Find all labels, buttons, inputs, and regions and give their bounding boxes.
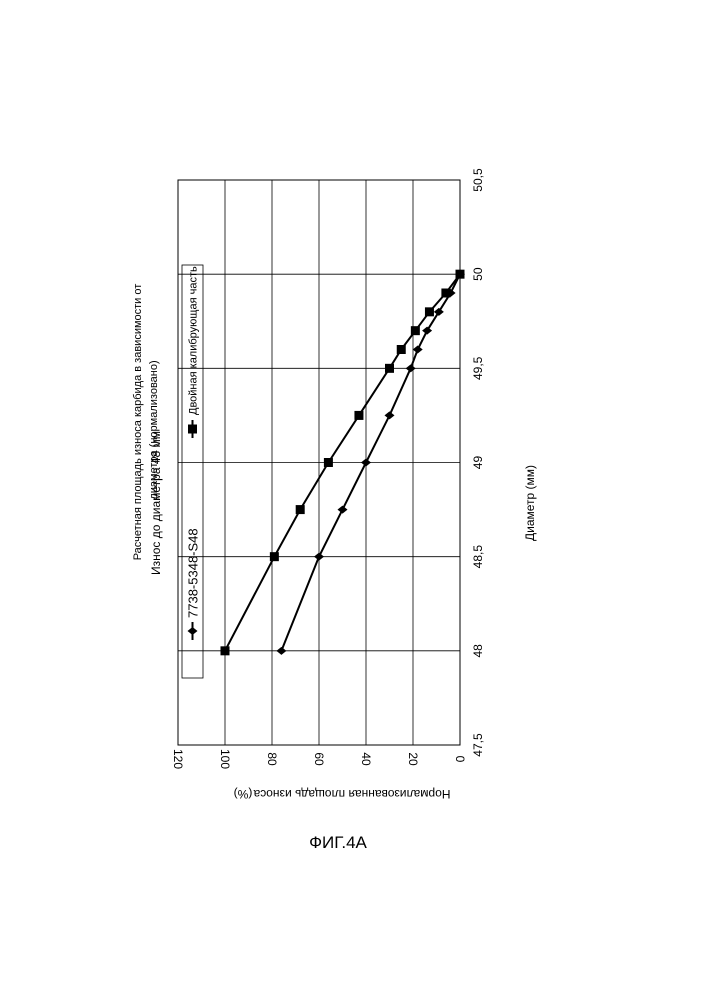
y-tick-label: 0: [453, 756, 467, 763]
series-2-point: [324, 458, 333, 467]
x-tick-label: 48,5: [471, 545, 485, 569]
series-1-point: [314, 553, 324, 561]
series-2-point: [397, 345, 406, 354]
y-tick-label: 20: [406, 752, 420, 766]
series-1-point: [422, 327, 432, 335]
series-2-point: [456, 270, 465, 279]
x-tick-label: 50: [471, 267, 485, 281]
series-1-point: [276, 647, 286, 655]
legend-label-series-2: Двойная калибрующая часть: [188, 266, 200, 415]
legend: 7738-5348-S48 Двойная калибрующая часть: [182, 265, 203, 678]
y-axis-label: Нормализованная площадь износа: [253, 787, 450, 801]
series-1-point: [434, 308, 444, 316]
series-2-point: [411, 326, 420, 335]
series-2-point: [221, 646, 230, 655]
series-1-point: [338, 506, 348, 514]
series-1-point: [385, 411, 395, 419]
rotated-chart: 47,5 48 48,5 49 49,5 50 50,5 0 20 40 60 80 100 120 Ра…: [132, 168, 537, 769]
series-1-point: [406, 364, 416, 372]
tick-labels: 47,5 48 48,5 49 49,5 50 50,5 0 20 40 60 80 100 120: [171, 168, 485, 769]
series-2-point: [425, 307, 434, 316]
plot-area: [178, 180, 460, 745]
y-tick-label: 80: [265, 752, 279, 766]
x-tick-label: 50,5: [471, 168, 485, 192]
figure-caption: ФИГ.4А: [309, 833, 367, 852]
x-tick-label: 47,5: [471, 733, 485, 757]
series-1-point: [413, 346, 423, 354]
series-1-point: [361, 459, 371, 467]
legend-label-series-1: 7738-5348-S48: [186, 528, 201, 618]
series-2-point: [270, 552, 279, 561]
y-axis-unit: (%): [234, 787, 253, 801]
y-axis-label-group: Нормализованная площадь износа (%): [234, 787, 451, 801]
series-2-point: [385, 364, 394, 373]
chart-title-line1: Расчетная площадь износа карбида в завис…: [132, 284, 144, 561]
y-tick-label: 40: [359, 752, 373, 766]
series-2-point: [354, 411, 363, 420]
y-tick-label: 100: [218, 749, 232, 769]
series-2-point: [441, 289, 450, 298]
y-tick-label: 120: [171, 749, 185, 769]
chart-subtitle: Износ до диаметра 48 мм: [149, 431, 163, 575]
y-tick-label: 60: [312, 752, 326, 766]
series-2-point: [296, 505, 305, 514]
x-axis-label: Диаметр (мм): [523, 465, 537, 541]
x-tick-label: 49,5: [471, 356, 485, 380]
x-tick-label: 49: [471, 456, 485, 470]
legend-marker-series-1: [188, 627, 198, 635]
legend-marker-series-2: [188, 425, 197, 434]
x-tick-label: 48: [471, 644, 485, 658]
